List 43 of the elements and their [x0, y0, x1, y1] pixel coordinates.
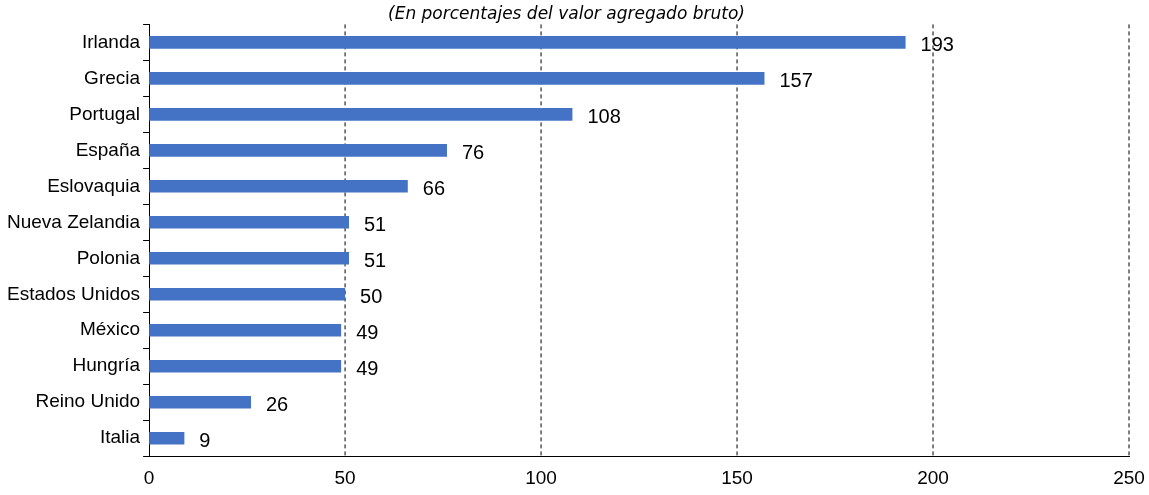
x-tick-label: 50: [334, 466, 356, 488]
bar: [149, 180, 408, 193]
bar: [149, 108, 573, 121]
data-label: 49: [356, 320, 379, 343]
bar: [149, 216, 349, 229]
bar: [149, 359, 342, 373]
y-tick-label: España: [75, 138, 141, 160]
y-tick-label: México: [79, 318, 141, 340]
data-label: 66: [422, 176, 446, 199]
x-tick-label: 200: [917, 466, 949, 488]
data-label: 76: [461, 140, 485, 163]
data-label: 49: [356, 356, 379, 379]
y-tick-label: Portugal: [69, 102, 141, 124]
bar: [149, 252, 349, 265]
y-tick-label: Polonia: [76, 246, 141, 268]
x-tick-label: 150: [721, 466, 753, 488]
x-tick-label: 250: [1113, 466, 1145, 488]
data-label: 50: [360, 284, 383, 307]
y-tick-label: Reino Unido: [35, 390, 141, 412]
data-label: 108: [587, 104, 621, 127]
y-tick-label: Eslovaquia: [47, 174, 141, 196]
data-label: 51: [363, 212, 387, 235]
y-tick-label: Hungría: [72, 354, 141, 376]
data-label: 193: [920, 32, 954, 55]
bar: [149, 72, 765, 85]
x-tick-label: 100: [525, 466, 557, 488]
bar: [149, 395, 251, 409]
bar: [149, 431, 185, 445]
y-tick-label: Estados Unidos: [7, 282, 141, 304]
data-label: 157: [779, 68, 813, 91]
y-tick-label: Italia: [99, 426, 141, 448]
bar: [149, 323, 342, 337]
data-label: 51: [363, 248, 387, 271]
bar: [149, 287, 346, 301]
data-label: 9: [199, 428, 211, 451]
bar: [149, 144, 447, 157]
chart-subtitle: (En porcentajes del valor agregado bruto): [388, 2, 745, 23]
y-tick-label: Nueva Zelandia: [6, 210, 141, 232]
bar: [149, 36, 906, 49]
data-label: 26: [265, 392, 289, 415]
y-tick-label: Grecia: [84, 66, 141, 88]
y-tick-label: Irlanda: [81, 30, 141, 52]
x-tick-label: 0: [143, 466, 155, 488]
